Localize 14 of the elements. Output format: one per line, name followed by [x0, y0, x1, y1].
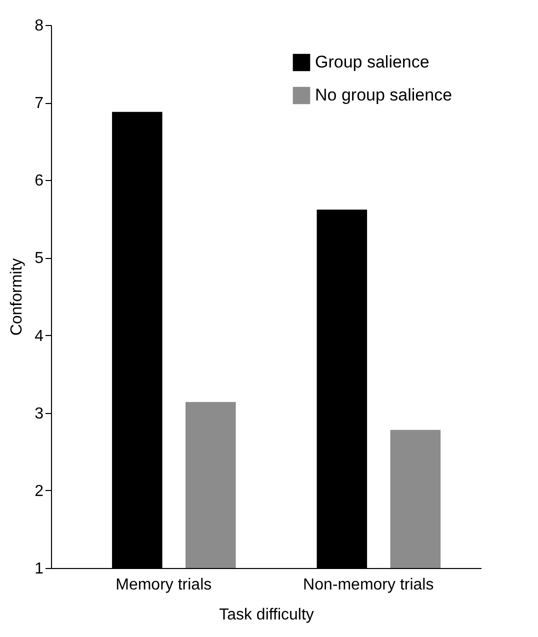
y-axis-title: Conformity	[8, 258, 26, 336]
y-tick-label: 2	[34, 482, 44, 500]
legend-label: No group salience	[315, 86, 452, 104]
y-tick-label: 7	[34, 95, 44, 112]
x-axis-title: Task difficulty	[219, 606, 314, 624]
legend-label: Group salience	[315, 52, 430, 72]
y-tick-label: 3	[34, 405, 44, 422]
y-tick-label: 1	[34, 560, 44, 578]
x-tick-label: Non-memory trials	[303, 576, 434, 594]
y-tick-label: 8	[34, 18, 44, 34]
y-tick-label: 6	[34, 172, 44, 190]
x-tick-label: Memory trials	[116, 576, 212, 594]
y-tick-label: 5	[34, 250, 44, 268]
y-tick-label: 4	[34, 328, 44, 345]
